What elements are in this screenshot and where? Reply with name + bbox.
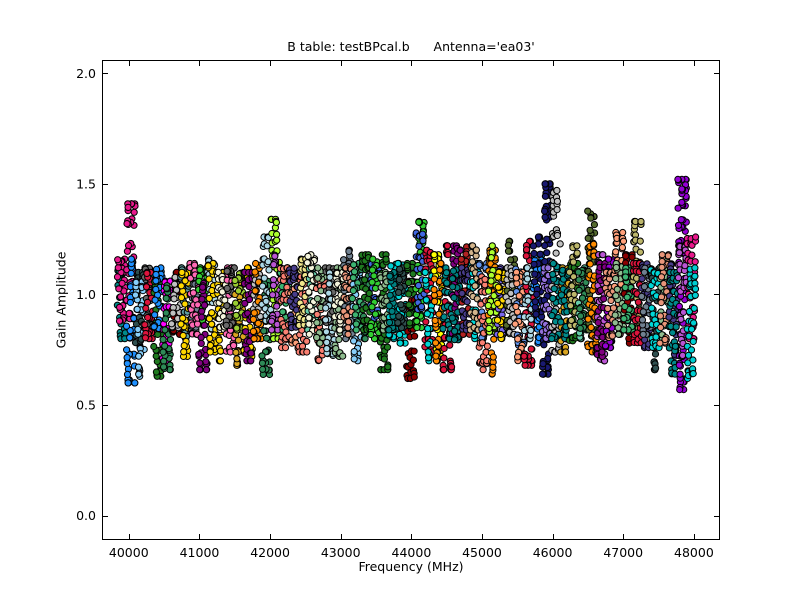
x-tick-label: 43000 (321, 545, 361, 560)
x-tick-label: 44000 (392, 545, 432, 560)
y-tick-label: 1.0 (76, 287, 96, 302)
axis-ticks (103, 61, 719, 539)
y-tick-labels: 0.0 0.5 1.0 1.5 2.0 (76, 66, 96, 523)
y-tick-label: 1.5 (76, 176, 96, 191)
x-tick-label: 42000 (250, 545, 290, 560)
plot-frame (102, 60, 720, 540)
x-tick-label: 47000 (603, 545, 643, 560)
y-tick-label: 0.0 (76, 508, 96, 523)
x-tick-labels: 40000 41000 42000 43000 44000 45000 46000 47000… (109, 545, 714, 560)
y-tick-label: 0.5 (76, 398, 96, 413)
x-tick-label: 45000 (462, 545, 502, 560)
y-tick-label: 2.0 (76, 66, 96, 81)
chart-title: B table: testBPcal.b Antenna='ea03' (287, 39, 535, 54)
x-tick-label: 40000 (109, 545, 149, 560)
x-tick-label: 48000 (674, 545, 714, 560)
x-tick-label: 46000 (533, 545, 573, 560)
data-points (113, 175, 700, 394)
x-tick-label: 41000 (180, 545, 220, 560)
x-axis-label: Frequency (MHz) (358, 559, 464, 574)
